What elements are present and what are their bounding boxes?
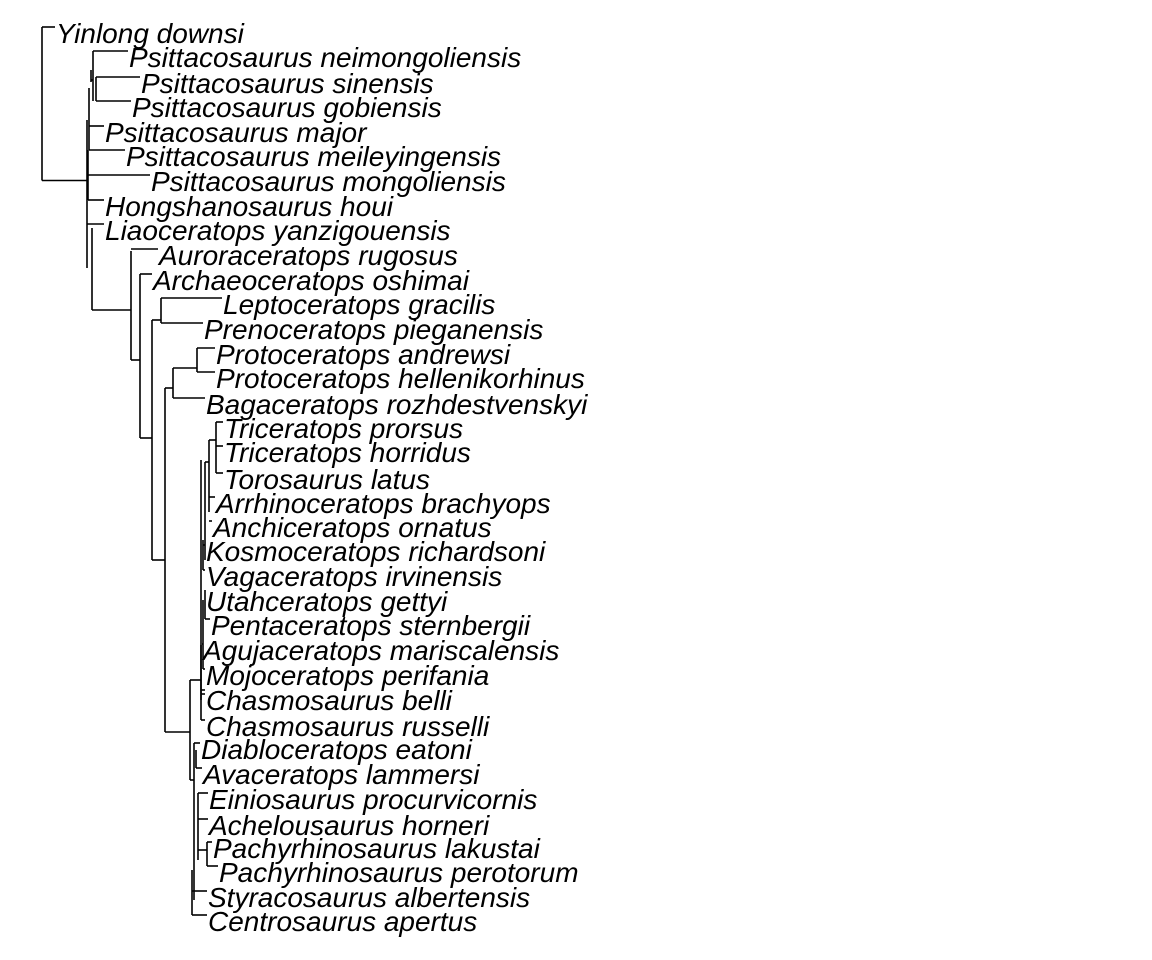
tip-labels: Yinlong downsi Psittacosaurus neimongoli… bbox=[56, 18, 588, 937]
tip-label: Psittacosaurus meileyingensis bbox=[126, 141, 501, 172]
tip-label: Psittacosaurus gobiensis bbox=[132, 92, 442, 123]
tip-label: Mojoceratops perifania bbox=[206, 660, 489, 691]
tip-label: Psittacosaurus major bbox=[105, 117, 368, 148]
tip-label: Bagaceratops rozhdestvenskyi bbox=[206, 389, 588, 420]
tip-label: Psittacosaurus mongoliensis bbox=[151, 166, 506, 197]
tip-label: Utahceratops gettyi bbox=[206, 586, 448, 617]
tip-label: Prenoceratops pieganensis bbox=[204, 314, 543, 345]
tip-label: Hongshanosaurus houi bbox=[105, 191, 394, 222]
tip-label: Leptoceratops gracilis bbox=[223, 289, 495, 320]
tip-label: Psittacosaurus neimongoliensis bbox=[129, 42, 521, 73]
tip-label: Pachyrhinosaurus perotorum bbox=[219, 857, 579, 888]
tip-label: Archaeoceratops oshimai bbox=[151, 265, 470, 296]
tip-label: Yinlong downsi bbox=[56, 18, 245, 49]
tip-label: Protoceratops hellenikorhinus bbox=[216, 363, 585, 394]
tip-label: Liaoceratops yanzigouensis bbox=[105, 215, 451, 246]
tip-label: Chasmosaurus russelli bbox=[206, 711, 490, 742]
tree-branches bbox=[41, 26, 223, 916]
tip-label: Anchiceratops ornatus bbox=[211, 512, 492, 543]
tip-label: Avaceratops lammersi bbox=[201, 759, 480, 790]
tip-label: Triceratops horridus bbox=[224, 437, 471, 468]
tip-label: Psittacosaurus sinensis bbox=[141, 68, 434, 99]
tip-label: Kosmoceratops richardsoni bbox=[206, 536, 546, 567]
tip-label: Styracosaurus albertensis bbox=[208, 882, 530, 913]
tip-label: Auroraceratops rugosus bbox=[157, 240, 458, 271]
tip-label: Centrosaurus apertus bbox=[208, 906, 477, 937]
tip-label: Achelousaurus horneri bbox=[207, 810, 490, 841]
tip-label: Arrhinoceratops brachyops bbox=[214, 488, 551, 519]
tip-label: Diabloceratops eatoni bbox=[201, 734, 473, 765]
tip-label: Protoceratops andrewsi bbox=[216, 339, 511, 370]
tip-label: Chasmosaurus belli bbox=[206, 685, 453, 716]
tip-label: Pentaceratops sternbergii bbox=[211, 610, 531, 641]
tip-label: Vagaceratops irvinensis bbox=[206, 561, 502, 592]
tip-label: Pachyrhinosaurus lakustai bbox=[213, 833, 541, 864]
tip-label: Torosaurus latus bbox=[224, 464, 430, 495]
tip-label: Triceratops prorsus bbox=[224, 413, 463, 444]
tip-label: Agujaceratops mariscalensis bbox=[201, 635, 559, 666]
tip-label: Einiosaurus procurvicornis bbox=[209, 784, 537, 815]
